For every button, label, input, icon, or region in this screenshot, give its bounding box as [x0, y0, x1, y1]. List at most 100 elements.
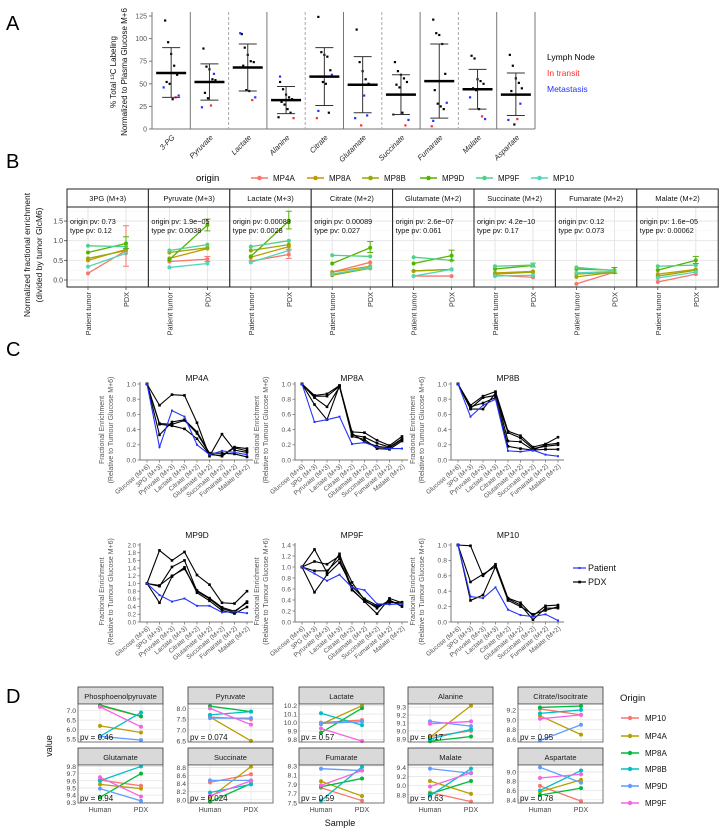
- patient-point: [376, 602, 378, 605]
- y-tick-label: 1.0: [438, 381, 448, 388]
- patient-point: [507, 608, 509, 611]
- pdx-point: [183, 566, 186, 569]
- pdx-point: [338, 384, 341, 387]
- y-tick-label: 0.4: [438, 589, 448, 596]
- data-point: [469, 791, 473, 796]
- data-point: [86, 271, 90, 276]
- y-tick-label: 0.8: [438, 558, 448, 565]
- pdx-point: [506, 599, 510, 602]
- facet-border: [77, 764, 164, 804]
- x-tick-label: Patient tumor: [247, 291, 256, 335]
- pdx-point: [400, 438, 404, 441]
- y-axis-label: Fractional Enrichment: [410, 396, 417, 464]
- y-tick-label: 0.0: [282, 457, 292, 464]
- category-label: Aspartate: [491, 133, 521, 163]
- data-point: [442, 108, 445, 111]
- x-tick-label: PDX: [355, 807, 370, 814]
- data-point: [579, 712, 583, 717]
- y-tick-label: 25: [139, 104, 147, 111]
- data-point: [445, 101, 448, 104]
- pdx-line: [301, 383, 403, 449]
- pdx-point: [245, 449, 249, 453]
- facet-title: Succinate (M+2): [487, 194, 542, 203]
- data-point: [469, 727, 473, 732]
- type-pvalue: type pv: 0.12: [70, 226, 112, 235]
- pdx-point: [506, 445, 510, 448]
- y-tick-label: 0.6: [282, 586, 292, 593]
- data-point: [86, 250, 90, 255]
- y-tick-label: 1.0: [282, 564, 292, 571]
- pdx-point: [233, 452, 236, 456]
- y-tick-label: 1.0: [127, 381, 137, 388]
- y-tick-label: 9.4: [67, 793, 77, 800]
- series-line-MP10: [209, 773, 252, 784]
- chart-title: MP4A: [185, 373, 208, 383]
- y-tick-label: 1.0: [282, 381, 292, 388]
- data-point: [531, 273, 535, 278]
- pdx-point: [220, 432, 224, 436]
- facet-plot-bg: [188, 765, 273, 803]
- data-point: [248, 248, 253, 253]
- pdx-line: [457, 544, 559, 615]
- type-pvalue: type pv: 0.0038: [151, 226, 201, 235]
- data-point: [167, 248, 172, 253]
- data-point: [164, 19, 167, 22]
- origin-pvalue: origin pv: 1.6e−05: [640, 217, 698, 226]
- data-point: [482, 82, 485, 85]
- series-line-MP9F: [169, 243, 208, 252]
- data-point: [428, 736, 432, 741]
- x-tick-label: PDX: [692, 292, 701, 307]
- series-line-MP9F: [87, 245, 127, 248]
- series-line-MP4A: [87, 249, 127, 274]
- facet-title: Succinate: [214, 753, 247, 762]
- x-tick-label: PDX: [134, 807, 149, 814]
- data-point: [167, 265, 172, 270]
- pdx-line: [457, 383, 559, 448]
- patient-point: [557, 455, 559, 458]
- data-point: [428, 721, 432, 726]
- x-tick-label: PDX: [366, 292, 375, 307]
- y-tick-label: 7.0: [67, 708, 77, 715]
- y-tick-label: 0.0: [127, 457, 137, 464]
- pdx-point: [375, 438, 379, 442]
- y-tick-label: 50: [139, 81, 147, 88]
- y-axis-label: Fractional Enrichment: [254, 396, 261, 464]
- data-point: [168, 82, 171, 85]
- data-point: [177, 94, 180, 97]
- y-tick-label: 0.0: [438, 619, 448, 626]
- pdx-point: [325, 569, 329, 573]
- patient-point: [313, 421, 316, 423]
- pdx-point: [313, 560, 316, 563]
- y-tick-label: 0.2: [438, 604, 448, 611]
- data-point: [368, 254, 373, 259]
- facet-border: [187, 703, 274, 743]
- patient-line: [301, 383, 402, 450]
- patient-point: [246, 612, 248, 615]
- pdx-point: [208, 583, 211, 586]
- data-point: [319, 726, 323, 731]
- data-point: [205, 245, 210, 250]
- data-point: [402, 77, 406, 80]
- pdx-point: [375, 441, 379, 445]
- chart-title: MP8B: [496, 373, 519, 383]
- legend-label: MP8A: [645, 749, 667, 758]
- type-pvalue: type pv: 0.00062: [640, 226, 694, 235]
- data-point: [469, 719, 473, 724]
- data-point: [251, 98, 254, 102]
- data-point: [433, 89, 436, 92]
- data-point: [206, 97, 210, 100]
- pdx-line: [146, 549, 248, 605]
- pdx-point: [519, 447, 522, 450]
- data-point: [449, 267, 454, 272]
- legend-label: MP10: [645, 714, 666, 723]
- y-tick-label: 9.2: [397, 713, 407, 720]
- pdx-point: [400, 435, 404, 438]
- y-tick-label: 9.5: [67, 785, 77, 792]
- data-point: [289, 111, 292, 114]
- y-tick-label: 8.9: [397, 736, 407, 743]
- y-tick-label: 8.6: [177, 773, 187, 780]
- pdx-point: [313, 396, 316, 399]
- data-point: [171, 98, 174, 101]
- data-point: [249, 60, 252, 63]
- data-point: [98, 795, 102, 800]
